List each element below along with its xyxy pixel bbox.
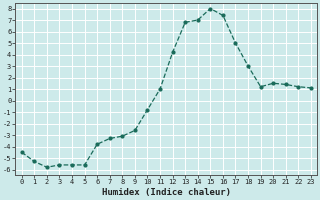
X-axis label: Humidex (Indice chaleur): Humidex (Indice chaleur) bbox=[102, 188, 231, 197]
